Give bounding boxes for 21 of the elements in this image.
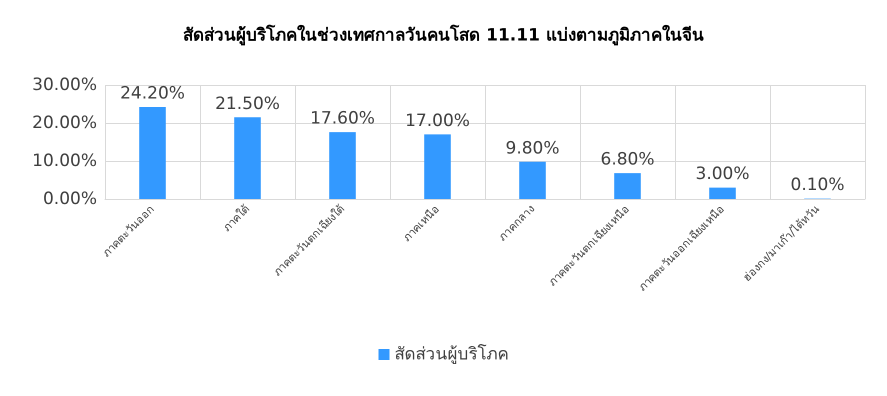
- y-tick-label: 30.00%: [32, 75, 97, 95]
- data-label: 21.50%: [215, 94, 280, 114]
- bar: [614, 173, 641, 199]
- data-label: 17.60%: [310, 108, 375, 129]
- bar: [709, 188, 736, 199]
- y-tick-label: 20.00%: [32, 113, 97, 133]
- bar: [329, 132, 356, 199]
- bar: [519, 162, 546, 199]
- data-label: 3.00%: [695, 164, 750, 184]
- chart-title: สัดส่วนผู้บริโภคในช่วงเทศกาลวันคนโสด 11.11 แบ่งตามภูมิภาคในจีน: [183, 24, 704, 46]
- legend-label: สัดส่วนผู้บริโภค: [394, 344, 508, 364]
- data-label: 24.20%: [120, 84, 185, 104]
- bar: [424, 134, 451, 199]
- bar: [234, 117, 261, 199]
- bar: [139, 107, 166, 199]
- y-tick-label: 0.00%: [42, 189, 97, 209]
- data-label: 9.80%: [505, 138, 560, 158]
- data-label: 0.10%: [790, 175, 845, 196]
- data-label: 6.80%: [600, 150, 655, 170]
- y-tick-label: 10.00%: [32, 151, 97, 171]
- data-label: 17.00%: [405, 110, 470, 131]
